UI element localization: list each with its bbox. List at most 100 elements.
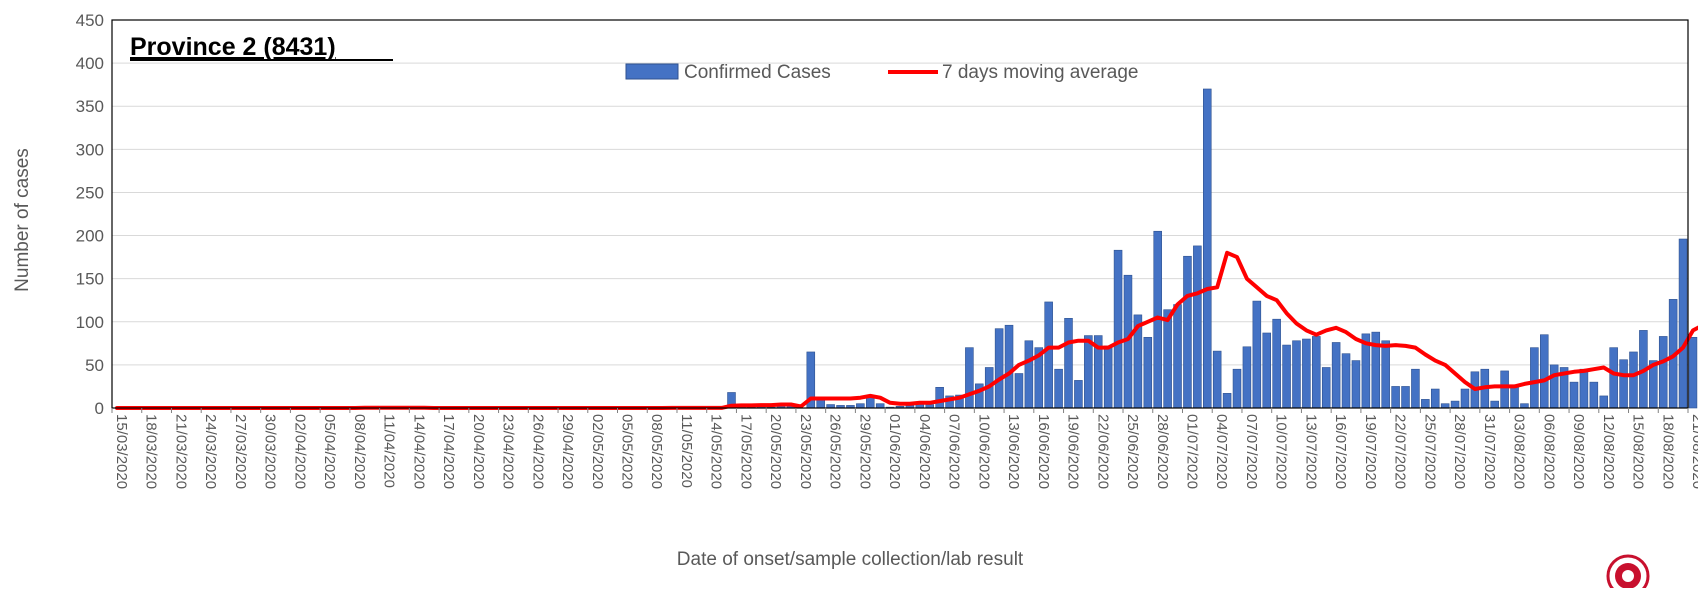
y-tick-label: 250 <box>76 183 104 202</box>
bar <box>1569 381 1579 409</box>
bar <box>1351 360 1361 409</box>
x-tick-label: 22/06/2020 <box>1094 414 1111 489</box>
bar <box>1232 368 1242 409</box>
x-tick-label: 16/06/2020 <box>1035 414 1052 489</box>
moving-average-line <box>115 250 1698 410</box>
y-axis-ticks: 0 50 100 150 200 250 300 350 400 450 <box>76 11 104 418</box>
line-series-moving-average <box>115 250 1698 410</box>
x-tick-label: 02/04/2020 <box>291 414 308 489</box>
bar <box>1411 368 1420 409</box>
bar <box>875 403 885 409</box>
x-tick-label: 04/06/2020 <box>916 414 933 489</box>
bar <box>1540 334 1549 409</box>
y-tick-label: 200 <box>76 227 104 246</box>
bar <box>1103 345 1113 409</box>
bar <box>1292 340 1301 409</box>
x-tick-label: 28/07/2020 <box>1451 414 1468 489</box>
y-tick-label: 0 <box>95 399 104 418</box>
bar <box>1331 342 1341 409</box>
x-tick-label: 10/07/2020 <box>1273 414 1290 489</box>
bar <box>1183 255 1192 409</box>
x-tick-label: 29/04/2020 <box>559 414 576 489</box>
bar <box>1004 324 1014 409</box>
bar <box>1252 300 1262 409</box>
x-tick-label: 29/05/2020 <box>856 414 873 489</box>
x-tick-label: 14/04/2020 <box>410 414 427 489</box>
x-tick-label: 08/04/2020 <box>351 414 368 489</box>
x-tick-label: 30/03/2020 <box>262 414 279 489</box>
bar <box>1391 386 1400 409</box>
bar <box>1282 344 1291 409</box>
bar <box>1549 364 1559 409</box>
x-tick-label: 05/05/2020 <box>619 414 636 489</box>
y-axis-title: Number of cases <box>12 148 33 292</box>
x-tick-label: 20/05/2020 <box>767 414 784 489</box>
x-axis-ticks: 15/03/2020 18/03/2020 21/03/2020 24/03/2020… <box>111 408 1698 489</box>
x-tick-label: 19/07/2020 <box>1362 414 1379 489</box>
bar <box>1203 88 1212 409</box>
plot-frame <box>111 19 1689 409</box>
bar <box>1589 381 1599 409</box>
bar <box>1520 403 1529 409</box>
bars-series-confirmed-cases <box>370 88 1698 409</box>
x-tick-label: 26/04/2020 <box>529 414 546 489</box>
y-tick-label: 50 <box>85 356 104 375</box>
bar <box>1530 347 1539 409</box>
bar <box>1658 336 1668 409</box>
bar <box>1678 238 1688 409</box>
x-tick-label: 11/05/2020 <box>678 414 695 488</box>
x-tick-label: 01/07/2020 <box>1183 414 1200 489</box>
y-tick-label: 400 <box>76 54 104 73</box>
legend-label-confirmed-cases: Confirmed Cases <box>684 62 831 83</box>
bar <box>994 328 1004 409</box>
bar <box>1312 336 1321 409</box>
x-axis-title: Date of onset/sample collection/lab resu… <box>677 549 1024 570</box>
x-tick-label: 23/05/2020 <box>797 414 814 489</box>
bar <box>865 397 875 409</box>
chart: 0 50 100 150 200 250 300 350 400 450 15/03/2020 18… <box>12 11 1698 570</box>
x-tick-label: 21/03/2020 <box>172 414 189 489</box>
x-tick-label: 10/06/2020 <box>975 414 992 489</box>
x-tick-label: 03/08/2020 <box>1511 414 1528 489</box>
x-tick-label: 20/04/2020 <box>470 414 487 489</box>
legend-label-moving-average: 7 days moving average <box>942 62 1138 83</box>
bar <box>1688 336 1698 409</box>
x-tick-label: 25/06/2020 <box>1124 414 1141 489</box>
y-tick-label: 450 <box>76 11 104 30</box>
bar <box>856 403 865 409</box>
x-tick-label: 26/05/2020 <box>827 414 844 489</box>
legend: Confirmed Cases 7 days moving average <box>625 62 1138 83</box>
bar <box>1450 400 1460 409</box>
x-tick-label: 16/07/2020 <box>1332 414 1349 489</box>
x-tick-label: 28/06/2020 <box>1154 414 1171 489</box>
bar <box>1599 395 1609 409</box>
bar <box>1510 386 1519 409</box>
x-tick-label: 18/08/2020 <box>1659 414 1676 489</box>
bar <box>1460 388 1470 409</box>
bar <box>1272 318 1281 409</box>
bar <box>1054 368 1063 409</box>
bar <box>1163 309 1172 409</box>
x-tick-label: 18/03/2020 <box>143 414 160 489</box>
bar <box>1421 399 1430 409</box>
bar <box>1629 351 1638 409</box>
y-tick-label: 150 <box>76 270 104 289</box>
x-tick-label: 25/07/2020 <box>1421 414 1438 489</box>
x-tick-label: 14/05/2020 <box>708 414 725 489</box>
bar <box>1440 403 1450 409</box>
x-tick-label: 13/07/2020 <box>1302 414 1319 489</box>
bar <box>1024 340 1034 409</box>
bar <box>1262 332 1272 409</box>
x-tick-label: 27/03/2020 <box>232 414 249 489</box>
x-tick-label: 05/04/2020 <box>321 414 338 489</box>
nepal-emblem-icon <box>1600 548 1656 593</box>
x-tick-label: 24/03/2020 <box>202 414 219 489</box>
bar <box>1341 353 1351 409</box>
bar <box>1401 386 1410 409</box>
y-tick-label: 350 <box>76 97 104 116</box>
x-tick-label: 21/08/2020 <box>1689 414 1698 489</box>
x-tick-label: 02/05/2020 <box>589 414 606 489</box>
x-tick-label: 19/06/2020 <box>1065 414 1082 489</box>
x-tick-label: 17/05/2020 <box>737 414 754 489</box>
bar <box>1490 400 1499 409</box>
